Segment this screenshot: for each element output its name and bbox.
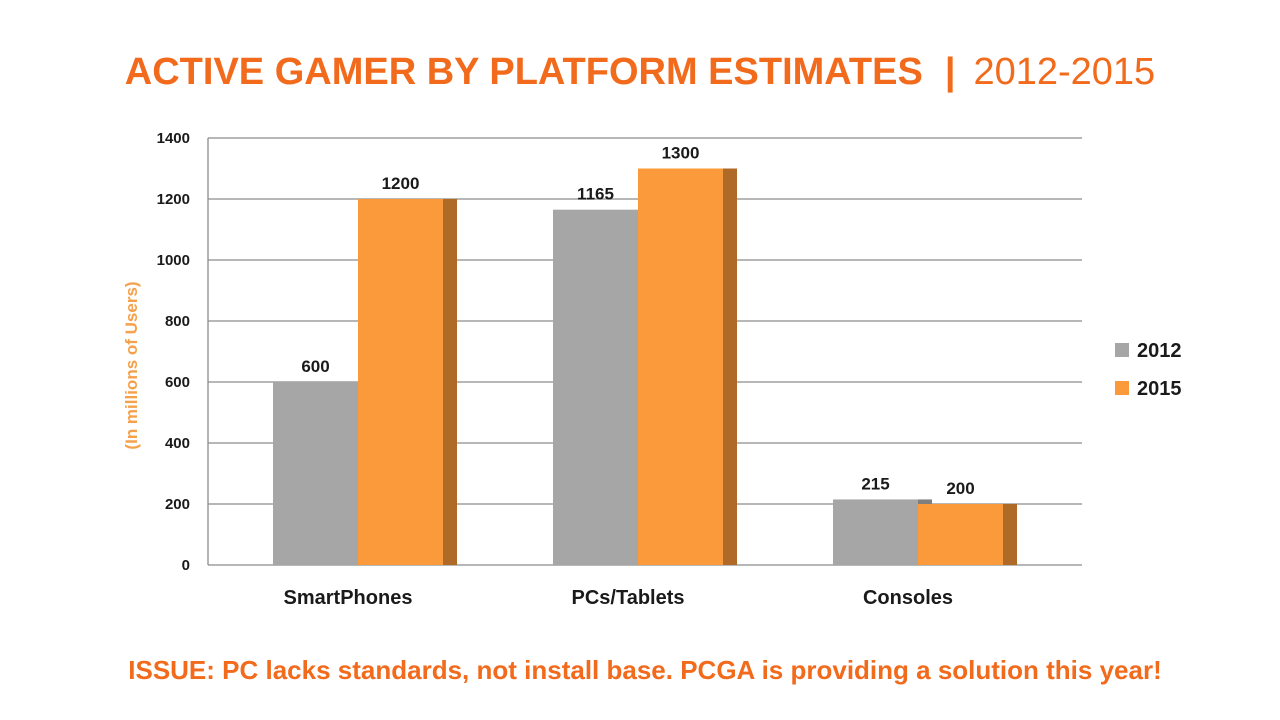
x-tick-label: Consoles xyxy=(863,587,953,609)
bar-2015-0 xyxy=(358,199,443,565)
y-tick-label: 200 xyxy=(165,496,190,513)
legend-label: 2012 xyxy=(1137,340,1182,362)
y-tick-label: 1200 xyxy=(157,191,190,208)
bar-2012-2 xyxy=(833,499,918,565)
y-tick-label: 600 xyxy=(165,374,190,391)
title-separator: | xyxy=(944,51,956,93)
data-label: 200 xyxy=(946,479,974,498)
bar-side-2015-2 xyxy=(1003,504,1017,565)
chart-title-years: 2012-2015 xyxy=(973,51,1156,93)
chart-title: ACTIVE GAMER BY PLATFORM ESTIMATES | 2012-… xyxy=(0,44,1280,100)
legend-swatch-2015 xyxy=(1115,381,1129,395)
bar-2012-0 xyxy=(273,382,358,565)
chart-title-main: ACTIVE GAMER BY PLATFORM ESTIMATES xyxy=(124,51,923,93)
y-tick-label: 1400 xyxy=(157,130,190,147)
bar-side-2015-0 xyxy=(443,199,457,565)
x-tick-label: PCs/Tablets xyxy=(572,587,685,609)
y-tick-label: 0 xyxy=(182,557,190,574)
x-tick-label: SmartPhones xyxy=(284,587,413,609)
data-label: 215 xyxy=(861,474,889,493)
y-tick-label: 1000 xyxy=(157,252,190,269)
data-label: 600 xyxy=(301,357,329,376)
data-label: 1165 xyxy=(577,185,614,204)
bar-2015-2 xyxy=(918,504,1003,565)
y-tick-label: 800 xyxy=(165,313,190,330)
y-tick-label: 400 xyxy=(165,435,190,452)
data-label: 1200 xyxy=(382,174,420,193)
bar-side-2015-1 xyxy=(723,168,737,565)
y-axis-label: (In millions of Users) xyxy=(122,281,141,449)
footer-note: ISSUE: PC lacks standards, not install b… xyxy=(128,655,1162,685)
bar-chart: 0 200 400 600 800 1000 1200 1400 (In millions of… xyxy=(122,130,1182,609)
data-label: 1300 xyxy=(662,144,700,163)
legend-label: 2015 xyxy=(1137,378,1182,400)
legend-swatch-2012 xyxy=(1115,343,1129,357)
bar-2012-1 xyxy=(553,209,638,566)
bar-2015-1 xyxy=(638,168,723,565)
